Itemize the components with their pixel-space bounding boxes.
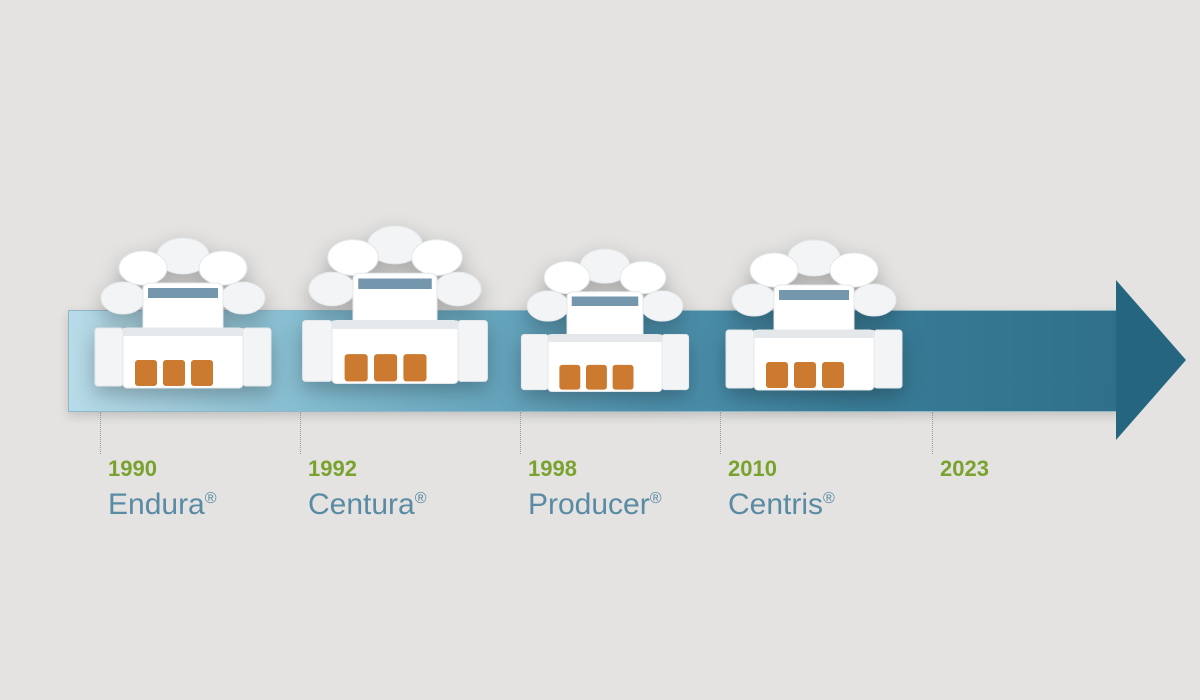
year-label: 1992 bbox=[308, 456, 427, 482]
year-label: 2023 bbox=[940, 456, 989, 482]
product-name: Centris bbox=[728, 488, 823, 521]
registered-mark: ® bbox=[650, 490, 662, 507]
machine bbox=[510, 230, 700, 425]
timeline-tick bbox=[932, 412, 933, 454]
machine-icon bbox=[78, 218, 288, 418]
timeline-label: 1992 Centura® bbox=[308, 456, 427, 522]
registered-mark: ® bbox=[823, 490, 835, 507]
product-label: Endura® bbox=[108, 488, 217, 522]
timeline-label: 1998 Producer® bbox=[528, 456, 662, 522]
timeline-label: 2023 bbox=[940, 456, 989, 482]
registered-mark: ® bbox=[415, 490, 427, 507]
year-label: 2010 bbox=[728, 456, 835, 482]
product-name: Endura bbox=[108, 488, 205, 521]
timeline-label: 2010 Centris® bbox=[728, 456, 835, 522]
machine bbox=[290, 200, 500, 425]
machine-icon bbox=[714, 220, 914, 420]
machine-icon bbox=[290, 200, 500, 420]
timeline-label: 1990 Endura® bbox=[108, 456, 217, 522]
timeline-canvas: 1990Endura® 1992Centura® bbox=[0, 0, 1200, 700]
machine-icon bbox=[510, 230, 700, 420]
machine bbox=[714, 220, 914, 425]
year-label: 1990 bbox=[108, 456, 217, 482]
product-name: Producer bbox=[528, 488, 650, 521]
product-label: Producer® bbox=[528, 488, 662, 522]
year-label: 1998 bbox=[528, 456, 662, 482]
product-name: Centura bbox=[308, 488, 415, 521]
product-label: Centris® bbox=[728, 488, 835, 522]
machine bbox=[78, 218, 288, 423]
timeline-arrow-head bbox=[1116, 280, 1186, 440]
product-label: Centura® bbox=[308, 488, 427, 522]
registered-mark: ® bbox=[205, 490, 217, 507]
